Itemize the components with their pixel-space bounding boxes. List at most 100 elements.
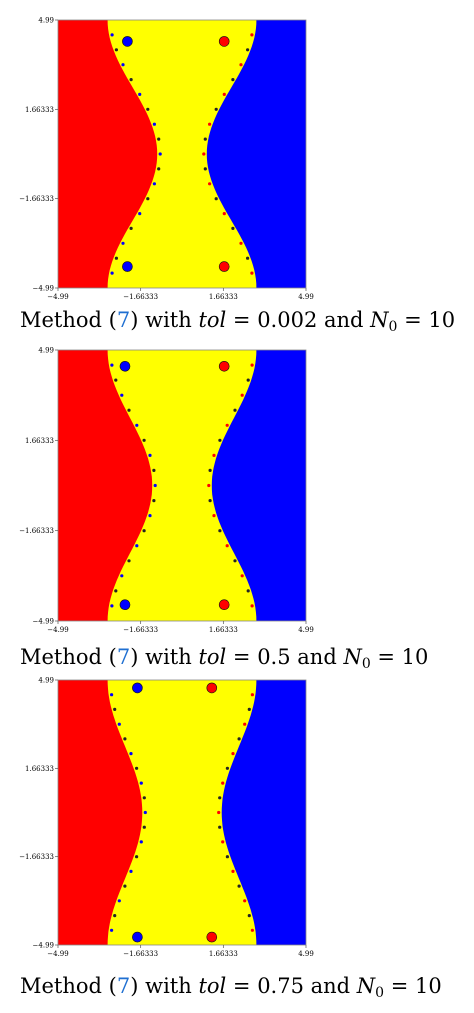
x-tick-label: −1.66333: [123, 626, 158, 634]
boundary-speck: [203, 137, 207, 141]
n-symbol: N: [370, 308, 389, 332]
boundary-speck: [208, 468, 212, 472]
boundary-speck: [231, 869, 235, 873]
plot-frame: [57, 19, 307, 289]
boundary-speck: [139, 781, 143, 785]
boundary-speck: [135, 766, 139, 770]
n-subscript: 0: [375, 985, 385, 1001]
n-symbol: N: [356, 974, 376, 998]
boundary-speck: [246, 48, 250, 52]
boundary-speck: [129, 226, 133, 230]
tol-symbol: tol: [198, 308, 227, 332]
boundary-speck: [233, 559, 237, 563]
boundary-speck: [117, 722, 121, 726]
boundary-blob: [218, 36, 230, 47]
equation-ref-link[interactable]: 7: [116, 974, 131, 998]
boundary-speck: [110, 693, 114, 697]
n-value: = 10: [397, 308, 456, 332]
boundary-speck: [138, 212, 142, 216]
boundary-speck: [114, 378, 118, 382]
boundary-speck: [222, 212, 226, 216]
figure-caption-2: Method (7) with tol = 0.5 and N0 = 10: [20, 645, 428, 671]
boundary-blob: [206, 931, 218, 943]
n-value: = 10: [384, 974, 442, 998]
boundary-speck: [250, 363, 254, 367]
boundary-speck: [240, 393, 244, 397]
boundary-blob: [218, 599, 230, 611]
boundary-speck: [218, 796, 222, 800]
boundary-speck: [221, 840, 225, 844]
boundary-speck: [214, 197, 218, 201]
x-tick-label: −1.66333: [123, 950, 158, 958]
boundary-speck: [247, 914, 251, 918]
boundary-speck: [231, 752, 235, 756]
n-subscript: 0: [388, 319, 398, 335]
boundary-speck: [237, 884, 241, 888]
y-tick-label: −4.99: [33, 618, 54, 626]
y-tick-label: 1.66333: [25, 106, 54, 114]
equation-ref-link[interactable]: 7: [116, 308, 131, 332]
boundary-speck: [139, 840, 143, 844]
boundary-speck: [222, 92, 226, 96]
caption-middle: ) with: [130, 974, 199, 998]
boundary-speck: [218, 438, 222, 442]
boundary-speck: [243, 899, 247, 903]
boundary-speck: [225, 423, 229, 427]
y-tick-label: −1.66333: [19, 853, 54, 861]
boundary-speck: [212, 453, 216, 457]
figure-caption-1: Method (7) with tol = 0.002 and N0 = 10: [20, 308, 456, 335]
boundary-speck: [243, 722, 247, 726]
boundary-speck: [135, 855, 139, 859]
basin-plot-3: −4.99 −1.66333 1.66333 4.99 4.99 1.66333 −1.66…: [19, 677, 314, 959]
plot-frame: [57, 679, 307, 946]
boundary-speck: [120, 393, 124, 397]
boundary-speck: [208, 499, 212, 503]
boundary-speck: [246, 378, 250, 382]
x-tick-label: 4.99: [298, 950, 314, 958]
y-tick-label: −4.99: [33, 942, 54, 950]
tol-value: = 0.75 and: [226, 974, 357, 998]
boundary-speck: [114, 589, 118, 593]
boundary-speck: [239, 63, 243, 67]
plot-frame: [57, 349, 307, 622]
boundary-speck: [146, 107, 150, 111]
boundary-speck: [217, 810, 221, 815]
boundary-speck: [121, 63, 125, 67]
boundary-speck: [110, 928, 114, 932]
basin-region-blue: [211, 350, 306, 621]
basin-region-red: [58, 350, 153, 621]
boundary-speck: [152, 182, 156, 186]
boundary-speck: [129, 869, 133, 873]
boundary-speck: [142, 796, 146, 800]
boundary-speck: [127, 408, 131, 412]
boundary-speck: [225, 766, 229, 770]
equation-ref-link[interactable]: 7: [116, 645, 131, 669]
boundary-speck: [117, 899, 121, 903]
x-tick-label: −4.99: [47, 626, 68, 634]
boundary-speck: [203, 167, 207, 171]
boundary-speck: [250, 271, 254, 275]
boundary-blob: [122, 261, 133, 272]
boundary-speck: [110, 33, 114, 37]
boundary-speck: [237, 737, 241, 741]
boundary-speck: [158, 152, 162, 156]
boundary-speck: [129, 752, 133, 756]
x-tick-label: 1.66333: [209, 950, 238, 958]
boundary-speck: [113, 914, 117, 918]
basin-region-blue: [206, 20, 306, 288]
basin-region-blue: [221, 680, 306, 945]
x-tick-label: 4.99: [298, 293, 314, 301]
boundary-blob: [119, 360, 131, 372]
x-tick-label: −4.99: [47, 950, 68, 958]
y-tick-label: 1.66333: [25, 765, 54, 773]
basin-panel-2: −4.99 −1.66333 1.66333 4.99 4.99 1.66333 −1.66…: [0, 338, 474, 672]
boundary-speck: [146, 197, 150, 201]
boundary-blob: [122, 36, 133, 47]
boundary-speck: [114, 48, 118, 52]
boundary-speck: [202, 152, 206, 156]
boundary-speck: [152, 122, 156, 126]
boundary-speck: [231, 226, 235, 230]
boundary-speck: [157, 137, 161, 141]
boundary-speck: [110, 363, 114, 367]
boundary-speck: [113, 707, 117, 711]
